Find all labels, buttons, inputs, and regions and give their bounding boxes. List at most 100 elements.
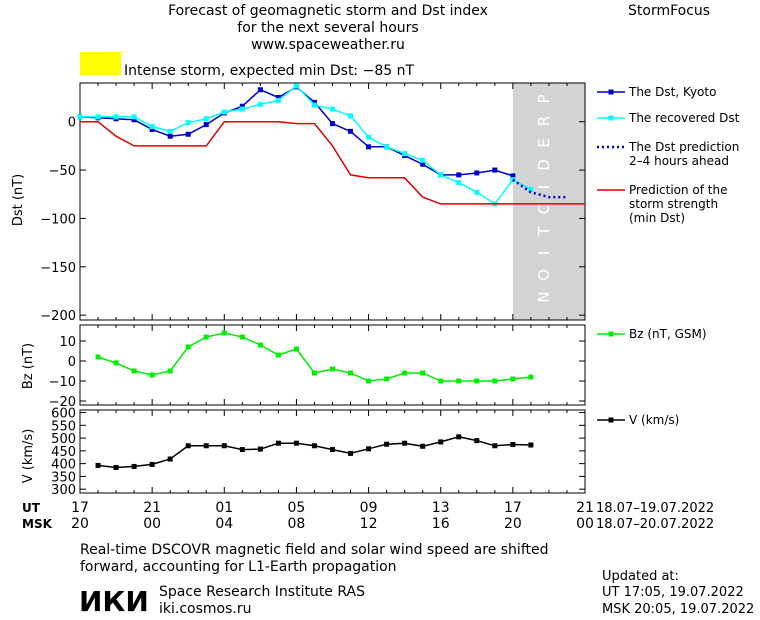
series-the-recovered-dst-line xyxy=(80,84,532,205)
prediction-label-letter: T xyxy=(535,226,553,237)
series-the-dst-kyoto-point xyxy=(167,133,173,139)
y-tick-label: 450 xyxy=(51,445,76,460)
ut-axis-title: UT xyxy=(22,501,41,515)
ut-tick-label: 21 xyxy=(576,500,594,516)
y-tick-label: −150 xyxy=(40,261,76,276)
bz-panel-frame xyxy=(79,324,586,406)
series-bz-nt-gsm-point xyxy=(492,378,498,384)
series-the-recovered-dst-point xyxy=(257,101,263,107)
legend-marker xyxy=(608,331,614,337)
legend-marker xyxy=(608,89,614,95)
brand-name: StormFocus xyxy=(628,3,711,19)
series-the-dst-kyoto-point xyxy=(456,172,462,178)
series-the-recovered-dst-point xyxy=(438,172,444,178)
series-v-km-s-point xyxy=(149,461,155,467)
msk-tick-label: 00 xyxy=(576,516,594,532)
legend-entry: The Dst, Kyoto xyxy=(597,85,716,99)
legend-entry: V (km/s) xyxy=(597,413,679,427)
prediction-region xyxy=(512,83,585,320)
series-the-dst-kyoto-point xyxy=(239,103,245,109)
institute-name: Space Research Institute RAS xyxy=(159,584,365,600)
series-bz-nt-gsm-point xyxy=(438,378,444,384)
y-tick-label: 400 xyxy=(51,458,76,473)
time-axis: 17 21 01 05 09 13 17 21 20 00 04 08 12 16 20 00 UT MSK 18.… xyxy=(22,500,714,532)
footer-note-line: Real-time DSCOVR magnetic field and sola… xyxy=(80,542,549,558)
series-the-recovered-dst-point xyxy=(528,186,534,192)
series-v-km-s-point xyxy=(438,439,444,445)
series-the-dst-kyoto-point xyxy=(131,117,137,123)
series-the-recovered-dst-point xyxy=(113,114,119,120)
chart-title-line-1: Forecast of geomagnetic storm and Dst in… xyxy=(168,3,488,19)
series-the-recovered-dst-point xyxy=(185,120,191,126)
legend-label: The Dst, Kyoto xyxy=(628,85,716,99)
y-tick-label: −200 xyxy=(40,309,76,324)
dst-panel-frame xyxy=(79,82,586,321)
series-the-dst-prediction-line xyxy=(512,178,567,199)
series-bz-nt-gsm-point xyxy=(257,342,263,348)
series-bz-nt-gsm-point xyxy=(275,352,281,358)
series-the-dst-kyoto-point xyxy=(492,167,498,173)
series-the-recovered-dst-point xyxy=(311,102,317,108)
y-tick-label: 0 xyxy=(68,116,76,131)
msk-tick-label: 12 xyxy=(360,516,378,532)
prediction-label-letter: P xyxy=(535,94,553,103)
dst-panel: P R E D I C T I ON 0 −50 −100 −150 −200 Dst (nT) xyxy=(11,82,586,324)
ut-tick-label: 09 xyxy=(360,500,378,516)
legend-marker xyxy=(608,115,614,121)
series-the-recovered-dst-point xyxy=(77,114,83,120)
prediction-label-letter: N xyxy=(535,291,553,302)
y-tick-label: 0 xyxy=(68,355,76,370)
series-the-dst-kyoto-point xyxy=(149,126,155,132)
bz-panel: 10 0 −10 −20 Bz (nT) xyxy=(21,324,586,410)
chart-title-line-3: www.spaceweather.ru xyxy=(251,37,405,53)
prediction-label-letter: O xyxy=(535,269,553,281)
series-the-dst-kyoto-point xyxy=(311,99,317,105)
msk-tick-label: 20 xyxy=(71,516,89,532)
chart-title-line-2: for the next several hours xyxy=(237,20,419,36)
legend-label: (min Dst) xyxy=(629,211,685,225)
msk-tick-label: 20 xyxy=(504,516,522,532)
legend-label: storm strength xyxy=(629,197,718,211)
series-v-km-s-point xyxy=(131,463,137,469)
ut-tick-label: 13 xyxy=(432,500,450,516)
series-v-km-s-point xyxy=(510,441,516,447)
series-v-km-s-point xyxy=(311,443,317,449)
ut-tick-label: 05 xyxy=(288,500,306,516)
prediction-label-letter: I xyxy=(535,251,553,255)
y-tick-label: 350 xyxy=(51,470,76,485)
y-tick-label: 550 xyxy=(51,419,76,434)
series-bz-nt-gsm-point xyxy=(185,344,191,350)
series-the-recovered-dst-point xyxy=(293,83,299,89)
series-the-dst-kyoto-point xyxy=(420,161,426,167)
footer-note-line: forward, accounting for L1-Earth propaga… xyxy=(80,559,397,575)
series-the-recovered-dst-point xyxy=(510,177,516,183)
y-tick-label: 600 xyxy=(51,407,76,422)
series-v-km-s-point xyxy=(185,443,191,449)
series-bz-nt-gsm-point xyxy=(239,334,245,340)
series-the-recovered-dst-point xyxy=(420,157,426,163)
series-bz-nt-gsm-point xyxy=(402,370,408,376)
series-v-km-s-point xyxy=(456,434,462,440)
series-the-recovered-dst-point xyxy=(384,144,390,150)
series-bz-nt-gsm-point xyxy=(384,376,390,382)
series-v-km-s-point xyxy=(167,456,173,462)
prediction-label-letter: E xyxy=(535,138,553,147)
series-bz-nt-gsm-point xyxy=(420,370,426,376)
updated-label: Updated at: xyxy=(602,569,679,584)
ut-tick-label: 21 xyxy=(143,500,161,516)
series-the-dst-kyoto-point xyxy=(275,95,281,101)
series-the-recovered-dst-point xyxy=(131,114,137,120)
series-v-km-s-point xyxy=(474,438,480,444)
series-bz-nt-gsm-point xyxy=(348,370,354,376)
series-the-recovered-dst-point xyxy=(330,106,335,112)
series-v-km-s-line xyxy=(97,436,531,469)
legend-marker xyxy=(608,417,614,423)
institute-site: iki.cosmos.ru xyxy=(159,601,251,617)
series-bz-nt-gsm-point xyxy=(474,378,480,384)
series-the-recovered-dst-point xyxy=(366,134,372,140)
series-v-km-s-point xyxy=(113,464,119,470)
series-the-dst-kyoto-point xyxy=(330,121,335,127)
series-bz-nt-gsm-point xyxy=(203,334,209,340)
